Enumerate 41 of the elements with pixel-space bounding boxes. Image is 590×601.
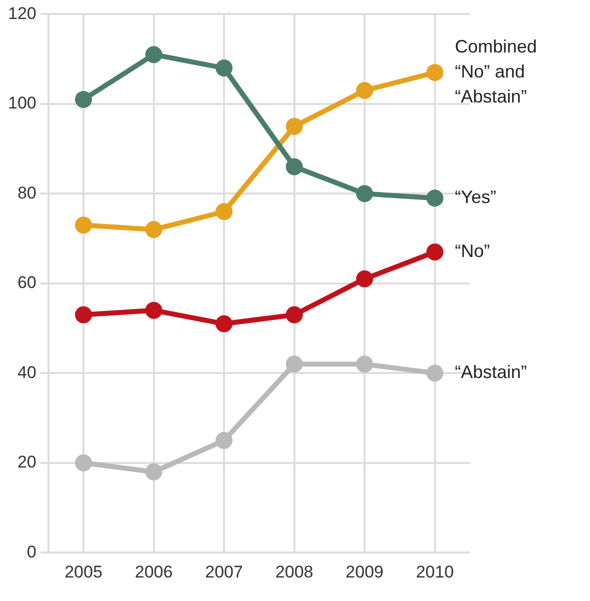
point [426, 364, 444, 382]
series-label: “Yes” [454, 187, 496, 208]
point [145, 302, 162, 319]
y-tick-label: 60 [17, 273, 36, 292]
point [216, 432, 233, 449]
y-tick-label: 100 [8, 94, 36, 113]
x-tick-label: 2007 [205, 562, 243, 582]
point [286, 158, 303, 176]
point [216, 60, 233, 77]
y-tick-label: 20 [17, 452, 36, 472]
point [75, 90, 92, 108]
series-label: Combined “No” and “Abstain” [454, 36, 537, 106]
x-tick-label: 2006 [134, 562, 173, 582]
point [356, 82, 374, 99]
x-tick-label: 2008 [275, 562, 314, 582]
x-tick-label: 2009 [346, 562, 384, 582]
point [356, 185, 374, 202]
series-label: “Abstain” [454, 362, 527, 382]
point [286, 118, 303, 135]
point [75, 216, 92, 234]
point [426, 243, 444, 260]
point [286, 306, 303, 324]
y-tick-label: 40 [17, 362, 36, 382]
y-tick-label: 0 [26, 542, 36, 562]
point [145, 46, 162, 64]
point [426, 64, 444, 82]
point [356, 356, 374, 373]
point [216, 203, 233, 220]
point [75, 454, 92, 472]
series-label: “No” [454, 240, 490, 261]
point [145, 221, 162, 238]
point [426, 190, 444, 207]
x-tick-label: 2010 [416, 562, 454, 582]
point [216, 315, 233, 332]
point [286, 356, 303, 373]
y-tick-label: 120 [8, 4, 36, 23]
y-tick-label: 80 [17, 183, 36, 202]
x-tick-label: 2005 [64, 562, 102, 582]
point [75, 306, 92, 324]
point [145, 463, 162, 480]
point [356, 270, 374, 288]
